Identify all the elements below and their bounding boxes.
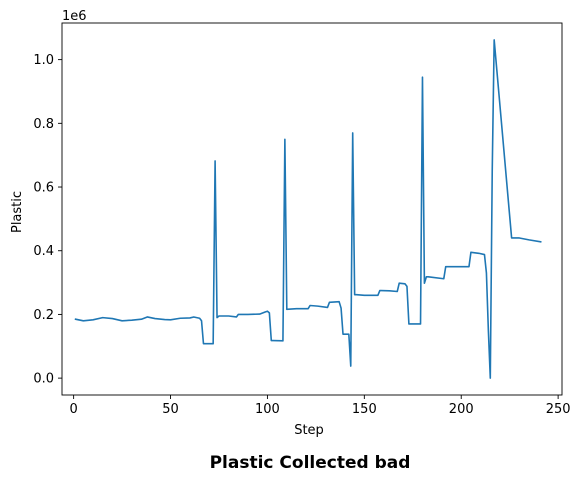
y-tick-label: 0.0 (33, 372, 54, 387)
x-tick-label: 200 (449, 402, 474, 417)
x-tick-label: 150 (352, 402, 377, 417)
x-tick-label: 0 (69, 402, 77, 417)
y-tick-label: 0.4 (33, 244, 54, 259)
axes-layer: 0 50 100 150 200 250 0.0 0.2 0.4 0.6 0.8 1.0 (33, 22, 571, 417)
series-line-0 (74, 39, 542, 379)
y-tick-label: 0.2 (33, 308, 54, 323)
chart-title: Plastic Collected bad (210, 453, 411, 473)
x-tick-label: 250 (546, 402, 571, 417)
x-tick-label: 100 (255, 402, 280, 417)
y-tick-label: 1.0 (33, 53, 54, 68)
y-tick-label: 0.6 (33, 181, 54, 196)
plot-layer (74, 39, 542, 379)
y-axis-label: Plastic (10, 191, 25, 233)
y-offset-label: 1e6 (62, 9, 87, 24)
x-axis-label: Step (294, 423, 324, 438)
y-tick-label: 0.8 (33, 117, 54, 132)
axes-frame (61, 22, 563, 396)
x-tick-label: 50 (162, 402, 179, 417)
